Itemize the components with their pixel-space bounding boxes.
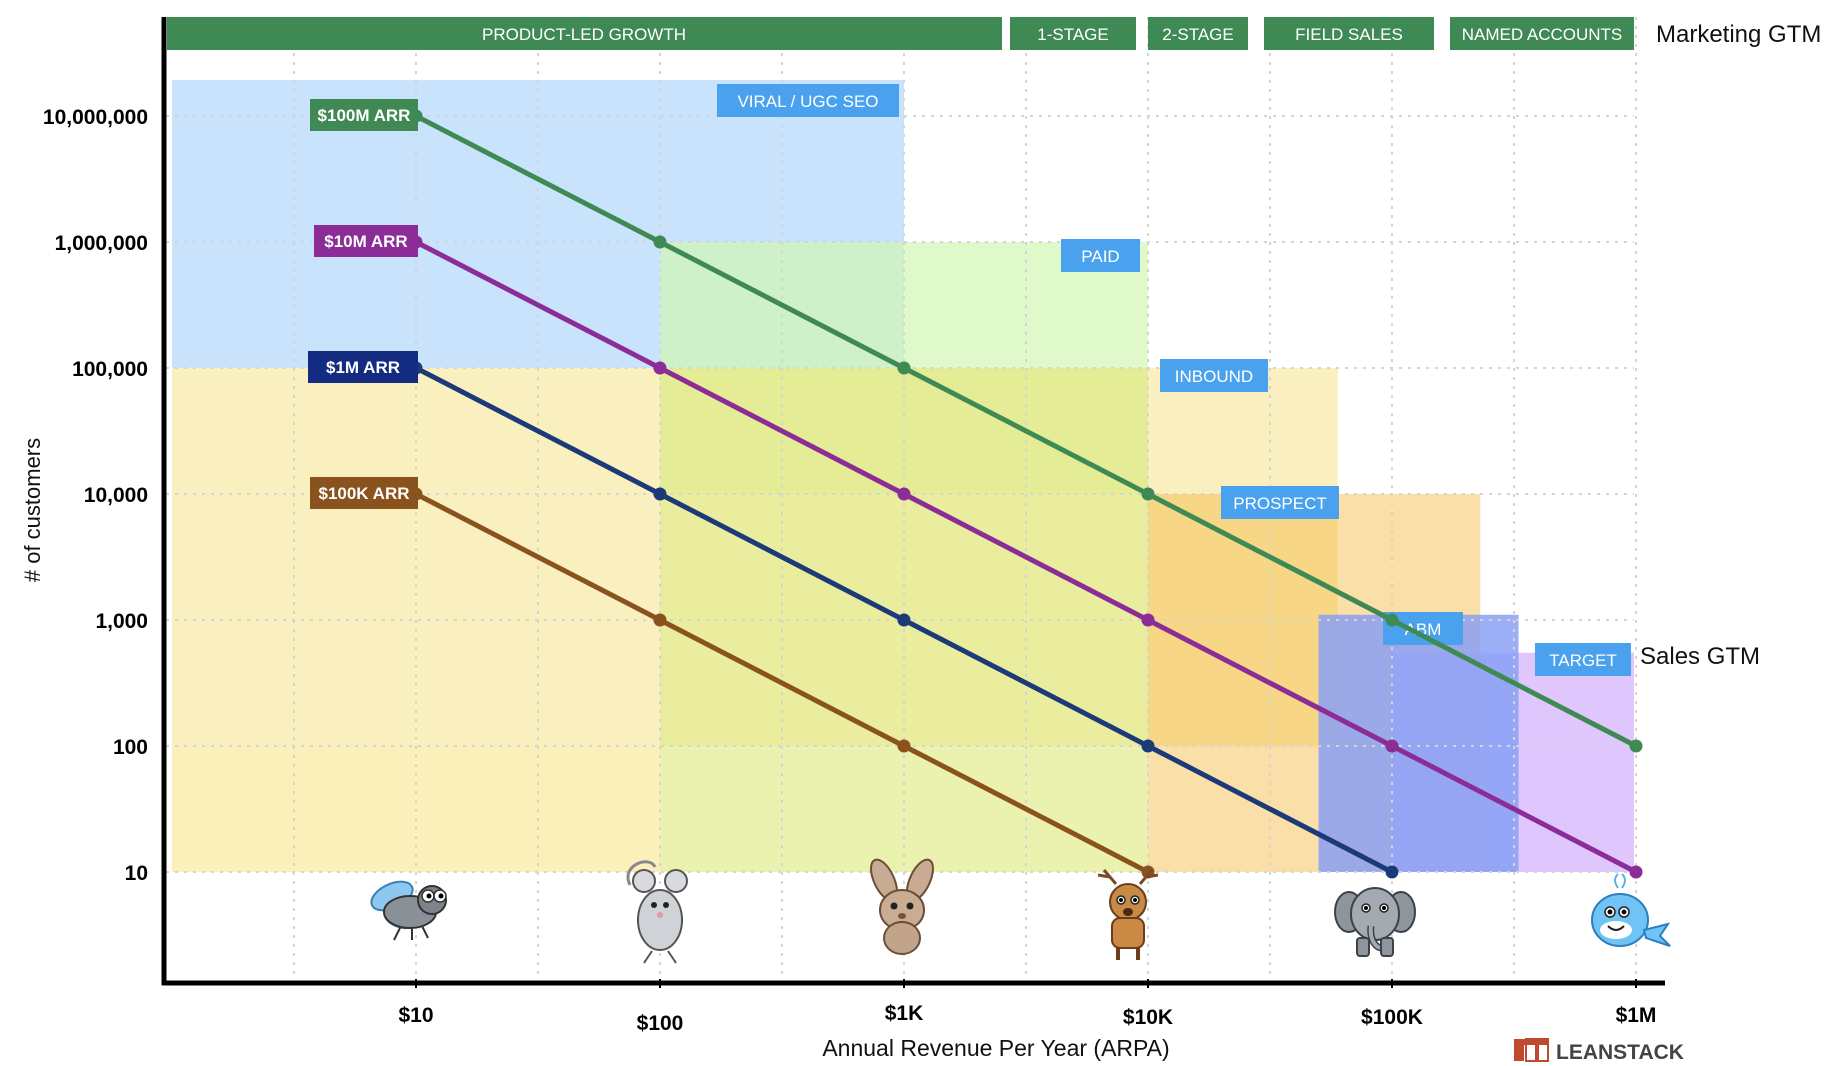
x-tick-label: $1K <box>885 1002 924 1025</box>
series-label-box <box>314 225 418 257</box>
tag-box-target <box>1535 643 1631 676</box>
data-point <box>653 361 667 375</box>
data-point <box>1141 613 1155 627</box>
data-point <box>1629 739 1643 753</box>
banner-stage-named-accounts <box>1450 17 1634 50</box>
x-tick-label: $1M <box>1616 1004 1657 1027</box>
series-label--1m-arr: $1M ARR <box>326 358 400 377</box>
y-tick-label: 10,000 <box>84 484 148 507</box>
y-tick-label: 100,000 <box>72 358 148 381</box>
data-point <box>653 235 667 249</box>
data-point <box>653 487 667 501</box>
tag-box-paid <box>1061 239 1140 272</box>
animals <box>370 858 1671 964</box>
whale-icon <box>1591 873 1671 947</box>
series-line--100m-arr <box>414 113 1638 749</box>
y-tick-label: 100 <box>113 736 148 759</box>
y-tick-label: 1,000 <box>95 610 148 633</box>
data-point <box>653 613 667 627</box>
y-tick-label: 10,000,000 <box>43 106 148 129</box>
x-axis-label: Annual Revenue Per Year (ARPA) <box>822 1035 1169 1061</box>
data-point <box>1385 613 1399 627</box>
data-point <box>1629 865 1643 879</box>
x-tick-label: $10 <box>398 1004 433 1027</box>
series-line--10m-arr <box>414 239 1638 875</box>
banner-stage-1stage <box>1010 17 1136 50</box>
data-point <box>1141 739 1155 753</box>
banner-stage-field-sales <box>1264 17 1434 50</box>
x-tick-label: $10K <box>1123 1006 1173 1029</box>
x-tick-labels: $10 $100 $1K $10K $100K $1M <box>398 979 1656 1035</box>
y-tick-label: 10 <box>125 862 148 885</box>
series-label--10m-arr: $10M ARR <box>324 232 407 251</box>
marketing-banner: PRODUCT-LED GROWTH 1-STAGE 2-STAGE FIELD… <box>167 17 1821 50</box>
tag-box-inbound <box>1160 359 1268 392</box>
data-point <box>897 487 911 501</box>
deer-icon <box>1097 869 1159 960</box>
tag-label-inbound: INBOUND <box>1175 367 1253 386</box>
series-label-box <box>310 477 418 509</box>
y-tick-labels: 10 100 1,000 10,000 100,000 1,000,000 10,000,0… <box>43 106 148 885</box>
series-label--100k-arr: $100K ARR <box>318 484 409 503</box>
banner-stage-2stage-label: 2-STAGE <box>1162 25 1233 44</box>
series-label-box <box>308 351 418 383</box>
rabbit-icon <box>870 858 934 955</box>
marketing-gtm-label: Marketing GTM <box>1656 21 1821 48</box>
series-line--100k-arr <box>414 491 1150 875</box>
mouse-icon <box>626 860 688 964</box>
data-point <box>897 739 911 753</box>
data-point <box>1385 739 1399 753</box>
fly-icon <box>370 880 447 941</box>
region-abm <box>1318 614 1519 872</box>
series-label-box <box>310 99 418 131</box>
series-labels: $100M ARR $10M ARR $1M ARR $100K ARR <box>308 99 418 509</box>
data-point <box>1141 487 1155 501</box>
y-axis-label: # of customers <box>20 438 45 582</box>
elephant-icon <box>1334 887 1416 957</box>
y-tick-label: 1,000,000 <box>55 232 148 255</box>
data-point <box>1385 865 1399 879</box>
brand-name: LEANSTACK <box>1556 1041 1684 1064</box>
brand-logo: LEANSTACK <box>1514 1038 1684 1064</box>
region-tags: VIRAL / UGC SEO PAID INBOUND PROSPECT ABM TAR… <box>717 84 1631 676</box>
tag-box-prospect <box>1221 486 1339 519</box>
banner-stage-2stage <box>1148 17 1248 50</box>
x-tick-label: $100 <box>637 1012 684 1035</box>
data-point <box>897 361 911 375</box>
tag-box-viral-ugc-seo <box>717 84 899 117</box>
chart-regions <box>172 80 1634 872</box>
data-point <box>897 613 911 627</box>
sales-gtm-label: Sales GTM <box>1640 643 1760 670</box>
tag-label-paid: PAID <box>1081 247 1119 266</box>
tag-label-target: TARGET <box>1549 651 1617 670</box>
series-label--100m-arr: $100M ARR <box>318 106 411 125</box>
banner-stage-field-sales-label: FIELD SALES <box>1295 25 1403 44</box>
tag-label-viral-ugc-seo: VIRAL / UGC SEO <box>737 92 878 111</box>
banner-stage-named-accounts-label: NAMED ACCOUNTS <box>1462 25 1623 44</box>
banner-stage-1stage-label: 1-STAGE <box>1037 25 1108 44</box>
tag-label-prospect: PROSPECT <box>1233 494 1327 513</box>
banner-stage-plg <box>167 17 1002 50</box>
tag-label-abm: ABM <box>1405 620 1442 639</box>
x-tick-label: $100K <box>1361 1006 1423 1029</box>
banner-stage-plg-label: PRODUCT-LED GROWTH <box>482 25 686 44</box>
